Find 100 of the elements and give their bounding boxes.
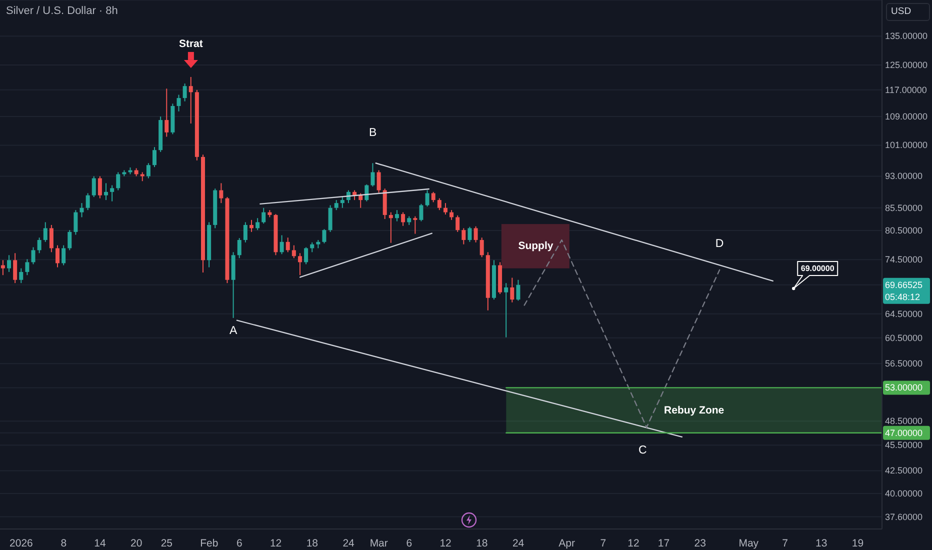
y-tick-label: 48.50000 xyxy=(885,416,923,426)
x-tick-label: 23 xyxy=(694,537,706,550)
y-tick-label: 125.00000 xyxy=(885,60,928,70)
candlestick xyxy=(256,218,260,231)
y-tick-label: 45.50000 xyxy=(885,440,923,450)
y-tick-label: 40.00000 xyxy=(885,488,923,499)
x-tick-label: 17 xyxy=(658,537,670,550)
x-tick-label: 18 xyxy=(306,537,318,550)
x-tick-label: 14 xyxy=(94,537,106,550)
x-tick-label: 6 xyxy=(236,537,243,550)
x-tick-label: 18 xyxy=(476,537,488,550)
candlestick xyxy=(104,182,108,201)
candlestick xyxy=(388,212,393,244)
y-tick-label: 37.60000 xyxy=(885,512,923,522)
candlestick xyxy=(456,214,460,232)
candlestick xyxy=(419,203,424,222)
candlestick xyxy=(176,94,181,112)
candlestick xyxy=(443,202,448,216)
candlestick xyxy=(116,172,120,191)
x-tick-label: Apr xyxy=(558,537,576,550)
candlestick xyxy=(49,224,54,253)
candlestick xyxy=(280,234,284,255)
candlestick xyxy=(80,202,84,218)
candlestick xyxy=(292,244,296,259)
candlestick xyxy=(110,184,114,202)
candlestick xyxy=(516,279,520,302)
x-tick-label: 24 xyxy=(512,537,524,550)
y-tick-label: 109.00000 xyxy=(885,112,928,122)
candlestick xyxy=(286,237,290,253)
candlestick xyxy=(56,244,60,268)
candlestick xyxy=(328,204,332,232)
y-tick-label: 53.00000 xyxy=(885,382,923,393)
candlestick xyxy=(468,226,472,242)
candlestick xyxy=(425,190,430,208)
candlestick xyxy=(146,162,150,179)
candlestick xyxy=(164,88,169,138)
candlestick xyxy=(504,282,508,338)
candlestick xyxy=(92,176,96,198)
annotation: B xyxy=(368,127,377,140)
y-axis-title: USD xyxy=(886,3,930,21)
candlestick xyxy=(74,210,78,236)
series-label: Supply xyxy=(518,240,554,252)
candlestick xyxy=(0,260,5,276)
y-tick-label: 101.00000 xyxy=(885,140,928,150)
candlestick xyxy=(462,228,466,245)
y-tick-label: 74.50000 xyxy=(885,254,923,265)
x-tick-label: 6 xyxy=(406,537,412,550)
y-tick-label: 56.50000 xyxy=(885,358,923,369)
candlestick xyxy=(322,228,326,244)
candlestick xyxy=(237,238,242,259)
candlestick xyxy=(188,76,193,124)
x-tick-label: 20 xyxy=(130,537,142,550)
y-tick-label: 42.50000 xyxy=(885,466,923,476)
candlestick xyxy=(13,252,18,284)
x-tick-label: 24 xyxy=(342,537,355,550)
candlestick xyxy=(364,184,369,202)
candlestick xyxy=(340,196,344,208)
x-tick-label: 25 xyxy=(160,537,173,550)
annotation: A xyxy=(230,324,238,337)
y-tick-label: 60.50000 xyxy=(885,332,923,343)
candlestick xyxy=(358,192,363,208)
candlestick xyxy=(304,246,308,265)
candlestick xyxy=(37,237,42,254)
chart-title: Silver / U.S. Dollar · 8h xyxy=(6,5,118,17)
x-tick-label: 7 xyxy=(782,537,788,550)
candlestick xyxy=(43,222,48,242)
candlestick xyxy=(243,222,248,243)
text: 05:48:12 xyxy=(885,292,920,302)
x-tick-label: 12 xyxy=(628,537,640,550)
x-tick-label: 13 xyxy=(816,537,828,550)
candlestick xyxy=(450,210,454,220)
y-tick-label: 85.50000 xyxy=(885,202,923,213)
y-tick-label: 135.00000 xyxy=(885,31,928,42)
candlestick xyxy=(431,191,436,203)
series-label: Rebuy Zone xyxy=(664,404,724,416)
candlestick xyxy=(262,207,266,224)
candlestick xyxy=(19,268,24,284)
candlestick xyxy=(474,226,478,243)
candlestick xyxy=(7,254,12,272)
candlestick xyxy=(152,146,156,168)
candlestick xyxy=(310,242,314,253)
y-tick-label: 80.50000 xyxy=(885,226,923,236)
candlestick xyxy=(86,192,90,211)
x-tick-label: May xyxy=(738,537,760,550)
y-tick-label: 69.66525 xyxy=(885,280,923,290)
y-tick-label: 93.00000 xyxy=(885,171,923,182)
x-tick-label: 8 xyxy=(60,537,67,550)
x-tick-label: Feb xyxy=(200,537,218,550)
x-tick-label: 7 xyxy=(600,537,606,550)
y-tick-label: 117.00000 xyxy=(885,84,927,95)
candlestick xyxy=(68,230,72,251)
candlestick xyxy=(413,216,418,234)
y-tick-label: 47.00000 xyxy=(885,428,923,438)
x-tick-label: 12 xyxy=(270,537,282,550)
x-tick-label: 12 xyxy=(440,537,452,550)
x-tick-label: 2026 xyxy=(10,537,34,550)
candlestick xyxy=(480,237,484,258)
annotation: D xyxy=(715,238,724,250)
x-tick-label: Mar xyxy=(370,537,388,550)
candlestick xyxy=(437,198,442,211)
